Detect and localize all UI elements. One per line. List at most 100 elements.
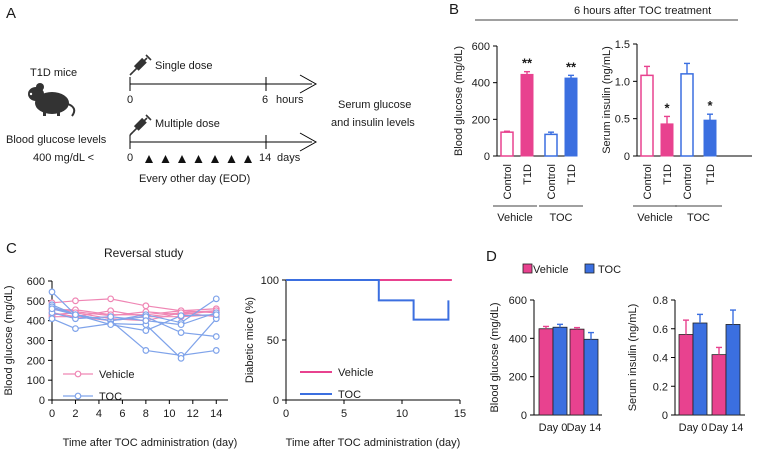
dose-marker: [211, 155, 219, 163]
chart-c1-reversal-glucose: 0 100 200 300 400 500 600 0 2 4 6 8 10 12 14 Time after…: [3, 276, 237, 449]
single-dose-arrowhead: [299, 74, 318, 94]
legend-label: Vehicle: [533, 264, 568, 276]
chart-b1-blood-glucose: 0 200 400 600 Blood glucose (mg/dL) Control **…: [453, 41, 583, 224]
bar: [703, 119, 717, 157]
data-point: [48, 288, 56, 296]
data-point: [142, 347, 150, 354]
multiple-dose-end: 14: [259, 152, 271, 164]
single-dose-end: 6: [262, 94, 268, 106]
panel-letter-b: B: [449, 1, 459, 18]
y-tick-label: 0.5: [615, 114, 630, 126]
legend-marker: [74, 392, 82, 400]
chart-d1-blood-glucose: 0 200 400 600 Blood glucose (mg/dL) Day 0 Day …: [489, 263, 621, 434]
legend-label: Vehicle: [338, 367, 373, 379]
x-category-label: T1D: [522, 164, 534, 185]
y-tick-label: 300: [27, 336, 45, 348]
data-point: [48, 315, 56, 323]
bar: [552, 326, 568, 416]
y-tick-label: 0.8: [653, 295, 668, 307]
y-tick-label: 50: [267, 335, 279, 347]
blood-glucose-criterion: Blood glucose levels: [6, 134, 107, 146]
y-tick-label: 100: [261, 275, 279, 287]
y-tick-label: 0: [273, 395, 279, 407]
x-tick-label: 15: [454, 408, 466, 420]
panel-letter-c: C: [6, 240, 17, 257]
single-dose-start: 0: [127, 94, 133, 106]
y-tick-label: 0: [662, 410, 668, 422]
mouse-icon: [28, 83, 76, 117]
x-tick-label: 2: [72, 408, 78, 420]
bar: [680, 73, 694, 157]
series-line: [286, 279, 450, 321]
bar: [640, 74, 654, 157]
data-point: [212, 333, 220, 340]
y-axis-label: Blood glucose (mg/dL): [453, 46, 465, 156]
dose-marker: [244, 155, 252, 163]
outcome-label: Serum glucose: [338, 99, 411, 111]
bar: [692, 322, 708, 416]
group-label: TOC: [687, 212, 710, 224]
legend-label: TOC: [99, 391, 122, 403]
dose-marker: [161, 155, 170, 163]
x-category-label: Control: [642, 164, 654, 199]
y-axis-label: Diabetic mice (%): [244, 297, 256, 383]
y-tick-label: 0: [624, 151, 630, 163]
data-point: [177, 329, 185, 336]
series-line: [52, 309, 217, 316]
legend-swatch: [522, 263, 533, 274]
y-tick-label: 0: [521, 410, 527, 422]
x-category-label: Day 0: [539, 422, 568, 434]
y-tick-label: 500: [27, 296, 45, 308]
data-point: [212, 347, 220, 354]
series-line: [51, 308, 217, 332]
legend-marker: [74, 370, 82, 378]
dose-markers: [145, 155, 252, 163]
single-dose-unit: hours: [276, 94, 304, 106]
x-tick-label: 6: [119, 408, 125, 420]
multiple-dose-unit: days: [277, 152, 301, 164]
mice-label: T1D mice: [30, 67, 77, 79]
data-point: [48, 305, 56, 313]
panel-a-schematic: T1D mice Blood glucose levels 400 mg/dL …: [6, 54, 415, 185]
data-point: [142, 302, 150, 310]
syringe-icon: [129, 114, 152, 136]
series-line: [51, 312, 217, 326]
single-dose-label: Single dose: [155, 60, 213, 72]
significance-marker: *: [664, 100, 670, 115]
x-tick-label: 8: [143, 408, 149, 420]
bar: [520, 73, 534, 157]
legend-swatch: [584, 263, 595, 274]
series-line: [51, 318, 217, 360]
significance-marker: **: [566, 59, 577, 74]
x-tick-label: 14: [210, 408, 222, 420]
x-tick-label: 4: [96, 408, 102, 420]
multiple-dose-arrowhead: [299, 132, 318, 152]
data-point: [72, 311, 79, 319]
group-label: TOC: [549, 212, 572, 224]
y-tick-label: 1.5: [615, 39, 630, 51]
y-tick-label: 200: [27, 355, 45, 367]
bar: [500, 131, 514, 157]
dose-marker: [194, 155, 203, 163]
series-line: [51, 310, 217, 318]
group-label: Vehicle: [497, 212, 532, 224]
multiple-dose-start: 0: [127, 152, 133, 164]
series-line: [51, 298, 217, 312]
syringe-icon: [129, 54, 152, 76]
y-tick-label: 100: [27, 375, 45, 387]
legend-label: TOC: [338, 389, 361, 401]
x-category-label: T1D: [705, 164, 717, 185]
x-axis-label: Time after TOC administration (day): [63, 437, 238, 449]
bar: [678, 334, 694, 416]
bar: [569, 328, 585, 416]
data-point: [142, 327, 150, 334]
outcome-label-2: and insulin levels: [331, 117, 415, 129]
dose-marker: [145, 155, 153, 163]
legend-label: TOC: [598, 264, 621, 276]
data-point: [177, 312, 185, 320]
bar: [544, 133, 558, 157]
y-tick-label: 0.2: [653, 381, 668, 393]
panel-letter-a: A: [6, 5, 16, 22]
x-tick-label: 0: [283, 408, 289, 420]
legend-label: Vehicle: [99, 369, 134, 381]
